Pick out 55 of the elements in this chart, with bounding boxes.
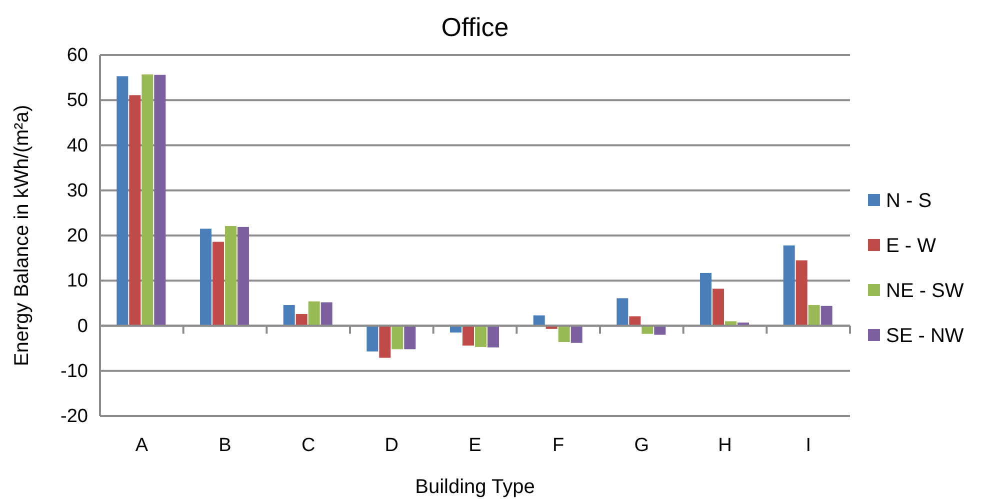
y-axis-title: Energy Balance in kWh/(m²a) <box>11 104 33 366</box>
y-tick-label: 10 <box>66 270 88 292</box>
bar <box>629 316 641 326</box>
bar <box>570 326 582 343</box>
bar <box>475 326 486 347</box>
bar <box>783 245 795 326</box>
chart-title: Office <box>441 12 509 42</box>
y-tick-label: -10 <box>60 360 88 382</box>
bar <box>308 301 320 326</box>
x-tick-label: B <box>218 435 232 456</box>
x-tick-label: H <box>718 435 732 456</box>
bar <box>200 228 212 326</box>
y-tick-label: 40 <box>66 135 88 156</box>
bar <box>462 326 474 346</box>
y-tick-label: 30 <box>66 180 88 202</box>
bar <box>129 95 141 326</box>
bar <box>225 226 236 326</box>
bar <box>320 302 332 326</box>
bar <box>820 306 832 326</box>
x-tick-label: E <box>468 435 482 456</box>
bar <box>238 226 249 326</box>
y-tick-label: 50 <box>66 90 88 112</box>
legend-label: E - W <box>886 235 936 257</box>
bar <box>616 298 628 326</box>
x-axis-title: Building Type <box>415 476 535 498</box>
bar <box>379 326 391 358</box>
bar <box>808 304 820 326</box>
x-tick-label: C <box>301 435 316 456</box>
x-tick-label: A <box>135 435 148 456</box>
bar <box>296 314 308 326</box>
bar <box>796 260 808 326</box>
y-tick-label: 60 <box>66 45 88 66</box>
bar <box>488 326 499 348</box>
legend-label: NE - SW <box>886 280 964 302</box>
bar <box>212 242 224 326</box>
x-tick-label: D <box>384 435 399 456</box>
bar <box>392 326 404 350</box>
bar <box>558 326 570 342</box>
y-tick-label: -20 <box>60 406 88 428</box>
x-tick-label: F <box>552 435 564 456</box>
legend-label: SE - NW <box>886 325 964 347</box>
bar <box>533 315 545 326</box>
x-tick-label: I <box>806 435 811 456</box>
bar <box>404 326 416 350</box>
bar <box>712 288 724 326</box>
bar <box>142 74 154 326</box>
legend-label: N - S <box>886 190 932 212</box>
y-tick-label: 0 <box>77 316 88 337</box>
bar <box>154 74 166 326</box>
bar <box>366 326 378 352</box>
bar <box>700 272 712 326</box>
bar <box>116 76 128 326</box>
bar <box>283 304 295 326</box>
y-tick-label: 20 <box>66 226 88 247</box>
x-tick-label: G <box>634 435 650 456</box>
